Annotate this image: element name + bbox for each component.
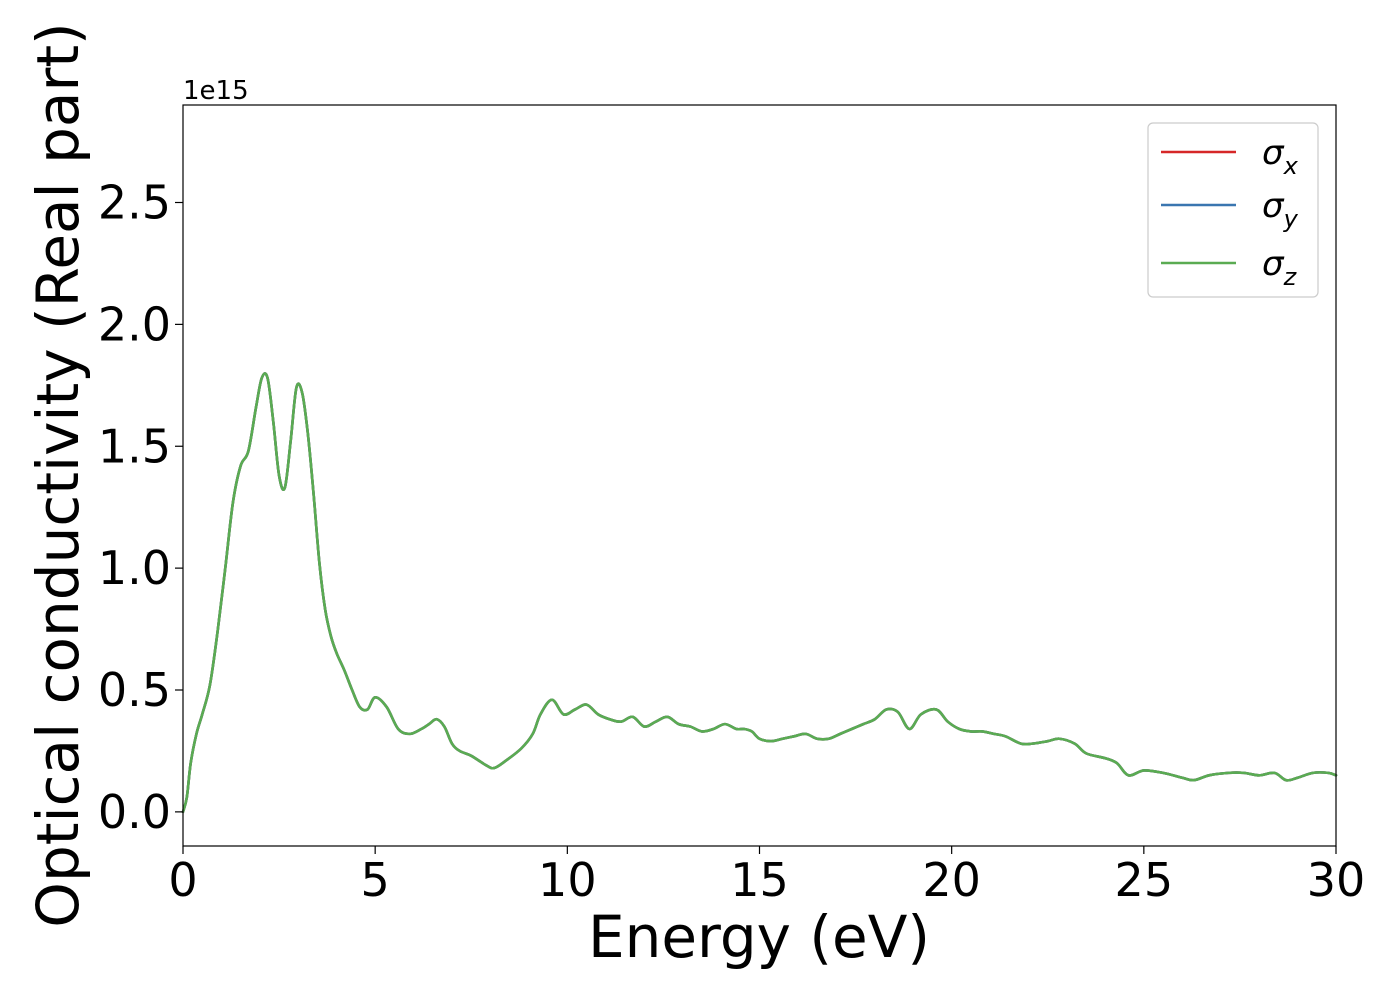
series-layer xyxy=(181,372,1338,814)
y-tick-label: 0.5 xyxy=(98,663,171,717)
legend-label: σy xyxy=(1262,186,1299,233)
y-tick-label: 1.5 xyxy=(98,419,171,473)
series-line-σz xyxy=(181,372,1338,814)
y-tick-label: 0.0 xyxy=(98,785,171,839)
x-tick-label: 10 xyxy=(538,853,597,907)
x-tick-label: 25 xyxy=(1115,853,1174,907)
x-tick-label: 30 xyxy=(1307,853,1366,907)
plot-area xyxy=(183,105,1336,846)
y-offset-label: 1e15 xyxy=(183,76,249,106)
x-tick-label: 20 xyxy=(922,853,981,907)
legend-label: σz xyxy=(1262,244,1298,291)
x-tick-label: 15 xyxy=(730,853,789,907)
x-tick-label: 5 xyxy=(361,853,390,907)
legend: σx σy σz xyxy=(1147,122,1319,298)
legend-label: σx xyxy=(1262,133,1299,180)
x-axis-label: Energy (eV) xyxy=(588,903,930,971)
y-tick-label: 2.5 xyxy=(98,176,171,230)
y-tick-label: 1.0 xyxy=(98,541,171,595)
legend-box xyxy=(1147,122,1319,298)
y-axis-label: Optical conductivity (Real part) xyxy=(24,22,92,927)
x-tick-label: 0 xyxy=(168,853,197,907)
x-axis: 0 5 10 15 20 25 30 xyxy=(168,846,1365,907)
y-tick-label: 2.0 xyxy=(98,297,171,351)
y-axis: 0.0 0.5 1.0 1.5 2.0 2.5 xyxy=(98,176,183,839)
